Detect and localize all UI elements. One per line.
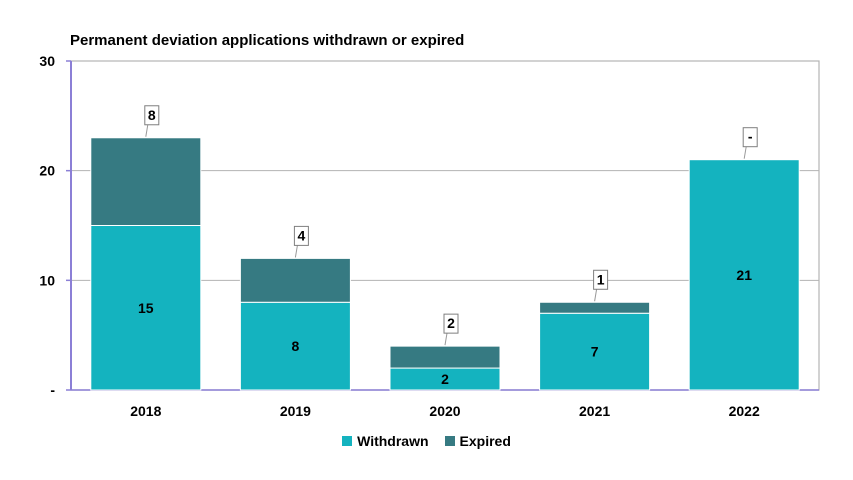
bar-expired-2020	[389, 345, 501, 369]
y-tick-label-0: -	[50, 382, 55, 398]
data-label-withdrawn-2020: 2	[441, 371, 449, 387]
y-tick-label-1: 10	[39, 272, 55, 288]
callout-leader-2022	[743, 146, 747, 159]
legend-item-withdrawn: Withdrawn	[342, 433, 429, 449]
x-tick-label-2018: 2018	[130, 403, 161, 419]
data-label-expired-2020: 2	[447, 315, 455, 331]
callout-leader-2020	[444, 333, 448, 346]
callout-box-2021	[593, 269, 609, 290]
legend: Withdrawn Expired	[0, 433, 853, 449]
data-label-expired-2018: 8	[148, 107, 156, 123]
data-label-withdrawn-2018: 15	[138, 300, 154, 316]
callout-box-2018	[144, 105, 160, 126]
bar-withdrawn-2018	[90, 225, 202, 391]
y-tick-label-2: 20	[39, 163, 55, 179]
bar-expired-2018	[90, 137, 202, 226]
legend-swatch-expired	[444, 436, 455, 446]
legend-item-expired: Expired	[444, 433, 511, 449]
bar-expired-2021	[539, 301, 651, 314]
data-label-expired-2019: 4	[298, 227, 306, 243]
callout-leader-2018	[145, 124, 149, 137]
x-tick-label-2020: 2020	[429, 403, 460, 419]
data-label-expired-2021: 1	[597, 271, 605, 287]
data-label-withdrawn-2022: 21	[736, 267, 752, 283]
bar-withdrawn-2021	[539, 312, 651, 391]
bar-expired-2019	[239, 257, 351, 303]
y-tick-label-3: 30	[39, 53, 55, 69]
legend-swatch-withdrawn	[342, 436, 353, 446]
legend-label-expired: Expired	[459, 433, 511, 449]
bar-withdrawn-2022	[688, 159, 800, 391]
data-label-withdrawn-2021: 7	[591, 344, 599, 360]
chart-title: Permanent deviation applications withdra…	[70, 32, 465, 49]
callout-box-2020	[443, 313, 459, 334]
data-label-expired-2022: -	[748, 129, 753, 145]
callout-leader-2021	[594, 289, 598, 302]
x-tick-label-2021: 2021	[579, 403, 610, 419]
bar-withdrawn-2019	[239, 301, 351, 391]
legend-label-withdrawn: Withdrawn	[357, 433, 429, 449]
callout-box-2019	[293, 225, 309, 246]
callout-box-2022	[742, 127, 758, 148]
x-tick-label-2022: 2022	[729, 403, 760, 419]
callout-leader-2019	[294, 245, 298, 258]
data-label-withdrawn-2019: 8	[292, 338, 300, 354]
x-tick-label-2019: 2019	[280, 403, 311, 419]
